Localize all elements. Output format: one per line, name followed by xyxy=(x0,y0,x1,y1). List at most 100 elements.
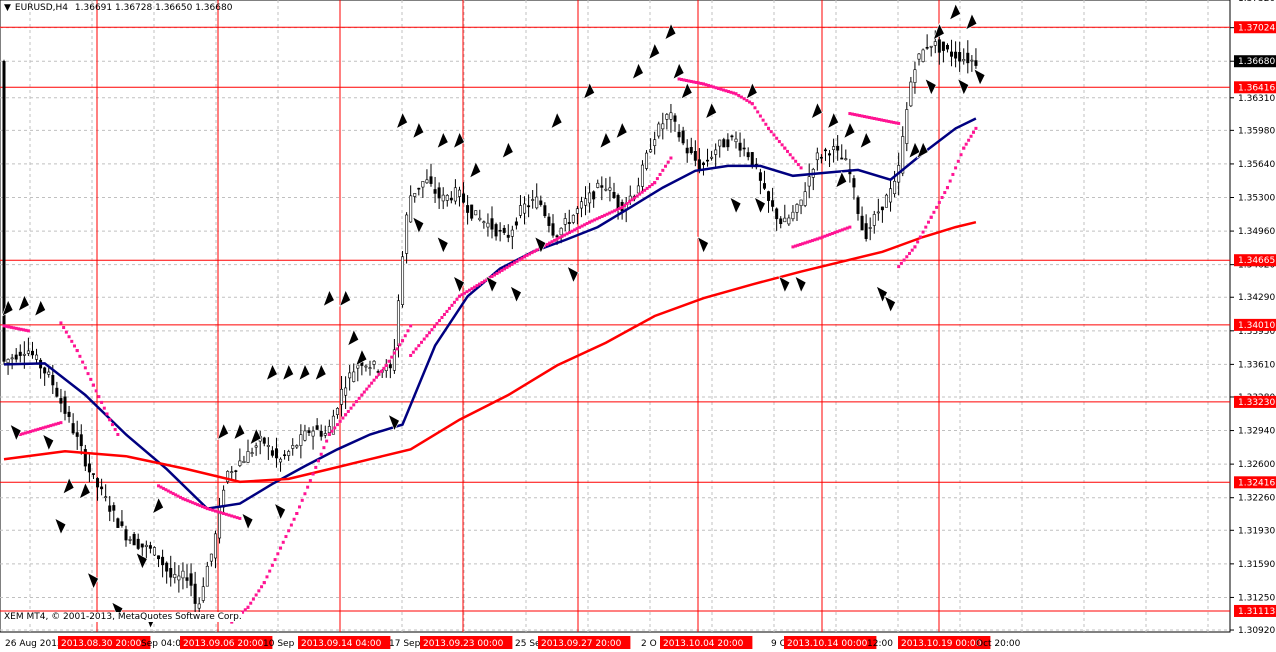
fractal-up-icon xyxy=(664,22,677,41)
psar-dot xyxy=(406,329,410,333)
psar-dot xyxy=(352,403,356,407)
candle-body xyxy=(551,223,555,236)
psar-dot xyxy=(409,324,413,328)
psar-dot xyxy=(102,406,106,410)
level-price-label-bg xyxy=(1234,21,1276,34)
psar-dot xyxy=(783,146,787,150)
psar-dot xyxy=(392,351,396,355)
candle-body xyxy=(6,359,10,364)
psar-dot xyxy=(78,354,82,358)
psar-dot xyxy=(39,427,43,431)
candle-body xyxy=(124,529,128,541)
psar-dot xyxy=(365,387,369,391)
psar-dot xyxy=(241,610,245,614)
psar-dot xyxy=(292,517,296,521)
psar-dot xyxy=(193,502,197,506)
psar-dot xyxy=(937,200,941,204)
candle-body xyxy=(319,430,323,437)
fractal-up-icon xyxy=(916,141,929,159)
candle-body xyxy=(840,157,844,160)
psar-dot xyxy=(897,265,901,269)
candle-body xyxy=(409,195,413,223)
psar-dot xyxy=(379,369,383,373)
level-price-label: 1.34665 xyxy=(1238,256,1275,266)
candle-body xyxy=(470,204,474,219)
psar-dot xyxy=(314,465,318,469)
candle-body xyxy=(933,41,937,46)
fractal-down-icon xyxy=(135,552,148,570)
candle-body xyxy=(645,152,649,169)
fractal-up-icon xyxy=(436,131,449,149)
fractal-up-icon xyxy=(412,121,425,140)
fractal-up-icon xyxy=(395,111,408,130)
psar-dot xyxy=(769,130,773,134)
candle-body xyxy=(417,187,421,190)
psar-dot xyxy=(457,294,461,298)
psar-dot xyxy=(273,558,277,562)
psar-dot xyxy=(455,297,459,301)
fractal-up-icon xyxy=(249,427,262,446)
x-tick-label: 2013.10.19 00:00 xyxy=(901,639,982,649)
candle-body xyxy=(47,371,51,375)
plot-area xyxy=(0,0,1231,633)
psar-dot xyxy=(205,507,209,511)
candle-body xyxy=(571,214,575,223)
candle-body xyxy=(22,353,26,356)
x-label-highlight xyxy=(784,636,877,649)
psar-dot xyxy=(887,119,891,123)
psar-dot xyxy=(682,78,686,82)
psar-dot xyxy=(753,106,757,110)
psar-dot xyxy=(948,179,952,183)
candle-body xyxy=(535,196,539,209)
candle-body xyxy=(929,45,933,48)
candle-body xyxy=(478,217,482,221)
psar-dot xyxy=(653,181,657,185)
candle-body xyxy=(425,179,429,184)
psar-dot xyxy=(18,433,22,436)
candle-body xyxy=(274,448,278,459)
psar-dot xyxy=(81,360,85,364)
psar-dot xyxy=(475,284,479,288)
psar-dot xyxy=(884,119,888,123)
candle-body xyxy=(291,445,295,449)
x-tick-label: 2013.09.14 04:00 xyxy=(301,639,382,649)
psar-dot xyxy=(249,601,253,605)
candle-body xyxy=(514,221,518,226)
candle-body xyxy=(579,201,583,209)
psar-dot xyxy=(756,110,760,114)
psar-dot xyxy=(595,217,599,221)
psar-dot xyxy=(243,608,247,612)
psar-dot xyxy=(238,516,242,520)
psar-dot xyxy=(943,191,947,195)
psar-dot xyxy=(268,569,272,573)
candle-body xyxy=(486,222,490,228)
copyright-text: XEM MT4, © 2001-2013, MetaQuotes Softwar… xyxy=(4,612,242,622)
candle-body xyxy=(608,187,612,191)
fractal-up-icon xyxy=(34,299,46,317)
psar-dot xyxy=(387,359,391,363)
candle-body xyxy=(116,518,120,528)
psar-dot xyxy=(894,121,898,125)
psar-dot xyxy=(362,390,366,394)
psar-dot xyxy=(737,93,741,97)
candle-body xyxy=(197,603,201,609)
triangle-down-icon[interactable]: ▼ xyxy=(4,3,11,13)
candle-body xyxy=(331,415,335,435)
psar-dot xyxy=(638,192,642,196)
psar-dot xyxy=(615,208,619,212)
psar-dot xyxy=(198,504,202,508)
psar-dot xyxy=(573,228,577,232)
x-tick-label: 9 O xyxy=(771,639,787,649)
candle-body xyxy=(315,425,319,430)
level-price-label-bg xyxy=(1234,318,1276,331)
candle-body xyxy=(600,185,604,188)
psar-dot xyxy=(780,143,784,147)
candle-body xyxy=(657,123,661,137)
psar-dot xyxy=(467,288,471,292)
psar-dot xyxy=(216,510,220,514)
fractal-up-icon xyxy=(151,496,164,515)
candle-body xyxy=(238,460,242,466)
psar-dot xyxy=(222,512,226,515)
psar-dot xyxy=(684,78,688,82)
